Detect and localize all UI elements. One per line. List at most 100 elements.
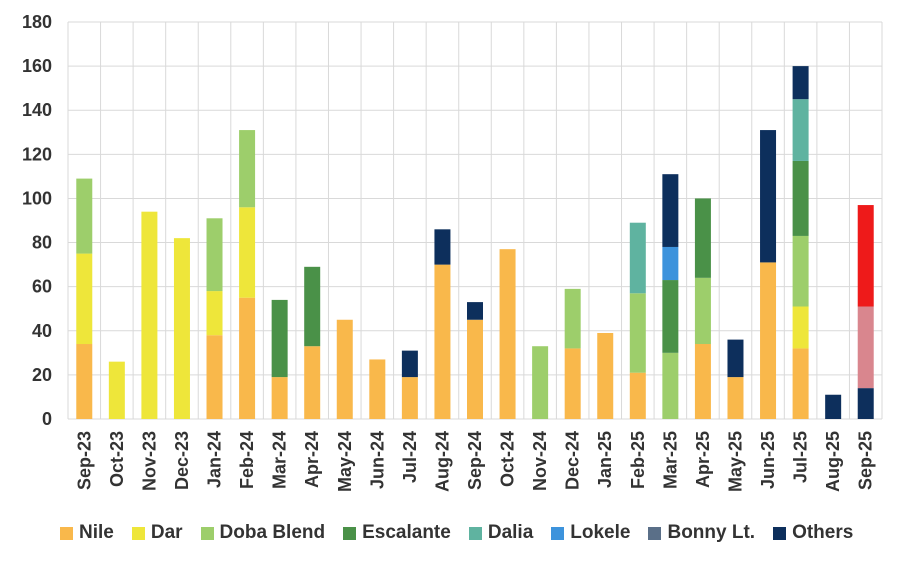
bar-segment-doba-blend xyxy=(629,293,646,373)
bar-segment-others xyxy=(662,174,679,247)
legend-label-others: Others xyxy=(792,522,854,543)
bar-segment-others xyxy=(825,394,842,419)
bar-segment-nile xyxy=(760,262,777,419)
x-tick-label: Sep-24 xyxy=(465,431,485,490)
bar-segment-nile xyxy=(304,346,321,419)
bar-segment-doba-blend xyxy=(76,178,93,254)
legend-item-nile: Nile xyxy=(60,522,114,544)
legend-item-others: Others xyxy=(773,522,853,544)
bar-segment-nile xyxy=(336,319,353,419)
legend-swatch-dalia xyxy=(468,526,482,540)
bar-segment-dar xyxy=(76,253,93,345)
legend-item-dar: Dar xyxy=(131,522,183,544)
bar-segment-nile xyxy=(76,344,93,419)
y-tick-label: 100 xyxy=(22,188,52,208)
y-tick-label: 120 xyxy=(22,144,52,164)
legend: Nile Dar Doba Blend Escalante Dalia Loke… xyxy=(60,522,871,544)
bar-segment-nile xyxy=(206,335,223,419)
bar-segment-nile xyxy=(401,377,418,419)
x-tick-label: Apr-24 xyxy=(302,431,322,488)
bar-segment-doba-blend xyxy=(662,352,679,419)
legend-swatch-others xyxy=(773,526,787,540)
x-tick-label: Jul-25 xyxy=(791,431,811,483)
legend-label-dar: Dar xyxy=(150,522,183,543)
legend-swatch-dar xyxy=(131,526,145,540)
bar-segment-nile xyxy=(694,344,711,419)
y-tick-label: 20 xyxy=(32,365,52,385)
x-tick-label: Aug-25 xyxy=(823,431,843,492)
bar-segment-nile xyxy=(564,348,581,419)
x-tick-label: Oct-23 xyxy=(107,431,127,487)
x-tick-label: May-24 xyxy=(335,431,355,492)
bar-segment-dar xyxy=(206,291,223,336)
bar-segment-dar xyxy=(792,306,809,349)
bar-segment-doba-blend xyxy=(792,235,809,307)
bar-segment-doba-blend xyxy=(239,130,256,208)
x-tick-label: Nov-24 xyxy=(530,431,550,491)
bar-segment-nile xyxy=(597,332,614,419)
x-tick-label: Sep-23 xyxy=(74,431,94,490)
x-tick-label: Nov-23 xyxy=(139,431,159,491)
bar-segment-lokele xyxy=(662,246,679,281)
x-tick-label: Feb-24 xyxy=(237,431,257,489)
legend-item-doba-blend: Doba Blend xyxy=(200,522,326,544)
bar-segment-nile xyxy=(727,377,744,419)
legend-swatch-nile xyxy=(60,526,73,540)
bar-segment-others xyxy=(401,350,418,378)
y-tick-label: 60 xyxy=(32,277,52,297)
bar-segment-nile xyxy=(792,348,809,419)
bar-segment-dalia xyxy=(629,222,646,294)
bar-segment-doba-blend xyxy=(532,346,549,419)
legend-label-dalia: Dalia xyxy=(487,522,534,543)
legend-item-escalante: Escalante xyxy=(343,522,451,544)
bar-segment-others xyxy=(760,130,777,263)
x-tick-label: Mar-24 xyxy=(270,431,290,489)
x-tick-label: Jul-24 xyxy=(400,431,420,483)
y-tick-label: 80 xyxy=(32,233,52,253)
x-tick-label: Jun-25 xyxy=(758,431,778,489)
bar-segment-doba-blend xyxy=(206,218,223,292)
bar-segment-nile xyxy=(239,297,256,419)
bar-segment-nile xyxy=(434,264,451,419)
bar-segment-unlabeled xyxy=(857,306,874,389)
bar-segment-dalia xyxy=(792,99,809,161)
legend-item-lokele: Lokele xyxy=(551,522,630,544)
bar-segment-escalante xyxy=(662,280,679,353)
bar-segment-doba-blend xyxy=(564,288,581,349)
bar-segment-others xyxy=(792,66,809,100)
x-tick-label: Oct-24 xyxy=(498,431,518,487)
legend-label-doba-blend: Doba Blend xyxy=(219,522,326,543)
x-tick-label: Jun-24 xyxy=(367,431,387,489)
bar-segment-doba-blend xyxy=(694,277,711,345)
bar-segment-nile xyxy=(499,249,516,419)
x-tick-label: Dec-23 xyxy=(172,431,192,490)
x-tick-label: Mar-25 xyxy=(660,431,680,489)
bar-segment-dar xyxy=(108,361,125,419)
legend-label-bonny-lt: Bonny Lt. xyxy=(667,522,756,543)
bar-segment-dar xyxy=(239,207,256,298)
legend-item-dalia: Dalia xyxy=(468,522,534,544)
legend-swatch-lokele xyxy=(551,526,565,540)
bar-segment-nile xyxy=(271,377,288,419)
y-tick-label: 160 xyxy=(22,56,52,76)
legend-swatch-doba-blend xyxy=(200,526,214,540)
x-tick-label: Jan-25 xyxy=(595,431,615,488)
bar-segment-others xyxy=(467,302,483,320)
x-tick-label: Apr-25 xyxy=(693,431,713,488)
bar-segment-unlabeled xyxy=(857,205,874,307)
bar-segment-dar xyxy=(173,238,190,419)
bar-segment-others xyxy=(857,388,874,419)
x-tick-label: Feb-25 xyxy=(628,431,648,489)
y-tick-label: 140 xyxy=(22,100,52,120)
legend-label-nile: Nile xyxy=(79,522,114,543)
x-tick-label: Dec-24 xyxy=(563,431,583,490)
bar-segment-escalante xyxy=(792,160,809,236)
x-tick-label: Sep-25 xyxy=(856,431,876,490)
legend-label-lokele: Lokele xyxy=(570,522,631,543)
bar-segment-escalante xyxy=(694,198,711,278)
x-tick-label: May-25 xyxy=(725,431,745,492)
legend-label-escalante: Escalante xyxy=(362,522,451,543)
bar-segment-nile xyxy=(467,319,483,419)
y-tick-label: 40 xyxy=(32,321,52,341)
